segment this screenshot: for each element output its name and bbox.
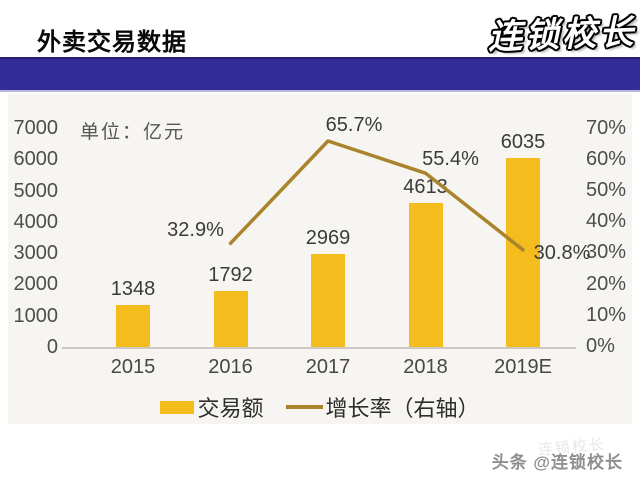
bar-2018 <box>408 202 443 347</box>
legend-label: 增长率（右轴） <box>325 396 480 421</box>
left-axis-tick: 7000 <box>13 117 59 140</box>
bar-value-label: 4613 <box>403 175 448 198</box>
legend-item: 增长率（右轴） <box>285 391 480 423</box>
left-axis-tick: 0 <box>46 336 58 358</box>
right-axis-tick: 50% <box>586 179 627 201</box>
watermark: 头条 @连锁校长 <box>491 453 623 472</box>
unit-label: 单位：亿元 <box>80 122 186 143</box>
growth-rate-label: 55.4% <box>422 148 479 171</box>
bar-2017 <box>311 254 345 347</box>
right-axis-tick: 40% <box>586 210 627 233</box>
x-axis-label: 2018 <box>403 356 448 378</box>
x-axis-label: 2015 <box>110 356 156 378</box>
legend: 交易额 增长率（右轴） <box>0 391 640 423</box>
right-axis-tick: 60% <box>586 147 627 170</box>
growth-rate-label: 65.7% <box>325 114 383 137</box>
x-axis-line <box>62 347 576 349</box>
page-title: 外卖交易数据 <box>37 29 187 56</box>
growth-rate-label: 32.9% <box>167 219 224 242</box>
left-axis-tick: 5000 <box>13 179 59 202</box>
left-axis-tick: 6000 <box>13 148 59 171</box>
x-axis-label: 2016 <box>208 356 253 378</box>
header-band <box>0 57 640 92</box>
right-axis-tick: 30% <box>586 241 627 264</box>
right-axis-tick: 70% <box>586 116 627 139</box>
growth-rate-label: 30.8% <box>533 241 591 264</box>
left-axis-tick: 3000 <box>13 242 59 265</box>
bar-2016 <box>213 290 248 347</box>
left-axis-tick: 2000 <box>13 273 59 296</box>
bar-2015 <box>116 304 150 347</box>
right-axis-tick: 0% <box>586 335 615 357</box>
bar-value-label: 2969 <box>305 227 351 250</box>
legend-item: 交易额 <box>160 391 264 423</box>
legend-bar-swatch <box>160 400 195 414</box>
left-axis-tick: 4000 <box>13 210 59 233</box>
bar-value-label: 1792 <box>208 263 253 286</box>
left-axis-tick: 1000 <box>13 304 59 327</box>
bar-value-label: 1348 <box>110 277 156 300</box>
x-axis-label: 2019E <box>494 356 552 378</box>
right-axis-tick: 20% <box>586 272 627 295</box>
legend-label: 交易额 <box>197 396 264 421</box>
brand-logo: 连锁校长 <box>487 12 637 58</box>
right-axis-tick: 10% <box>586 303 627 326</box>
x-axis-label: 2017 <box>305 356 351 378</box>
legend-line-swatch <box>285 405 323 409</box>
